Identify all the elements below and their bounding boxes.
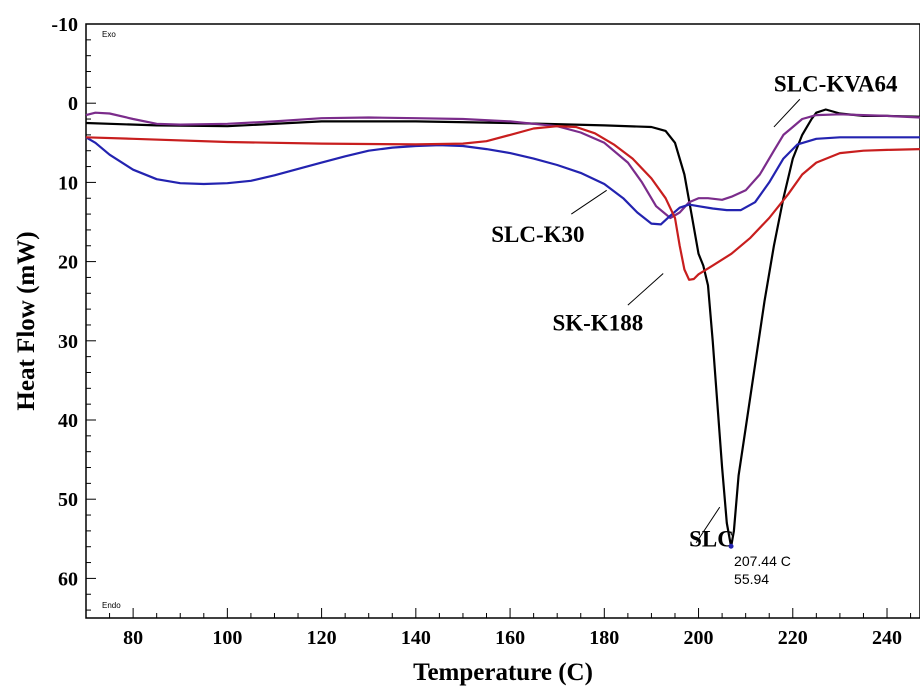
series-line-slc-k30 [85, 136, 920, 226]
series-label-slc-kva64: SLC-KVA64 [774, 71, 898, 96]
x-tick-label: 220 [778, 627, 808, 649]
x-tick-label: 120 [307, 627, 337, 649]
y-tick-label: 0 [68, 93, 78, 115]
y-tick-label: 40 [58, 410, 78, 432]
axis-ticks [85, 23, 912, 618]
x-axis-title: Temperature (C) [413, 659, 593, 686]
x-tick-label: 160 [495, 627, 525, 649]
x-tick-label: 80 [123, 627, 143, 649]
series-line-slc-kva64 [85, 111, 920, 220]
y-axis-title: Heat Flow (mW) [13, 231, 40, 410]
pointer-slc [695, 506, 721, 544]
series-label-sk-k188: SK-K188 [552, 311, 643, 336]
x-tick-label: 200 [684, 627, 714, 649]
y-tick-label: 10 [58, 172, 78, 194]
pointer-sk-k188 [627, 273, 664, 306]
series-lines [85, 108, 920, 548]
series-label-slc: SLC [689, 527, 734, 552]
plot-frame [85, 23, 920, 619]
pointer-slc-k30 [571, 189, 607, 215]
x-tick-label: 140 [401, 627, 431, 649]
y-tick-label: -10 [51, 14, 78, 36]
label-pointers [571, 98, 801, 544]
y-tick-label: 60 [58, 568, 78, 590]
peak-temperature-label: 207.44 C [734, 553, 791, 569]
y-tick-label: 30 [58, 331, 78, 353]
tick-labels: 80 100 120 140 160 180 200 220 240 -10 0 10 20 30 40 50… [51, 14, 902, 649]
series-label-slc-k30: SLC-K30 [491, 222, 584, 247]
exo-label: Exo [102, 30, 116, 39]
x-tick-label: 240 [872, 627, 902, 649]
peak-value-label: 55.94 [734, 571, 769, 587]
y-tick-label: 50 [58, 489, 78, 511]
series-line-sk-k188 [85, 125, 920, 281]
y-tick-label: 20 [58, 252, 78, 274]
x-tick-label: 180 [589, 627, 619, 649]
peak-marker [728, 543, 734, 549]
endo-label: Endo [102, 601, 121, 610]
x-tick-label: 100 [212, 627, 242, 649]
pointer-slc-kva64 [773, 98, 801, 128]
series-line-slc [85, 108, 920, 548]
peak-annotation: 207.44 C 55.94 [728, 543, 791, 587]
series-labels: SLC SLC-KVA64 SLC-K30 SK-K188 [491, 71, 898, 551]
